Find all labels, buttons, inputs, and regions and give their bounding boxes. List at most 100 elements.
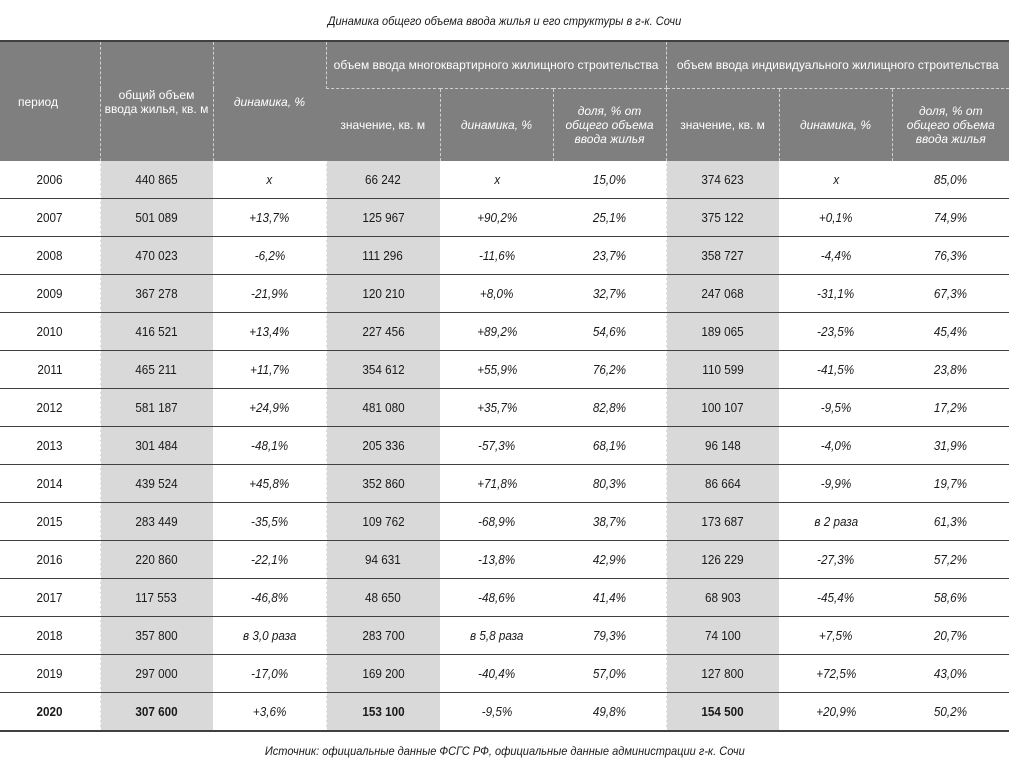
cell-dynamics: -6,2% — [213, 236, 326, 275]
cell-ind-dynamics: -41,5% — [779, 350, 893, 389]
cell-ind-share-value: 23,8% — [933, 362, 968, 377]
cell-multi-share-value: 54,6% — [592, 324, 626, 339]
cell-year-value: 2013 — [36, 438, 63, 453]
cell-total-value: 301 484 — [135, 438, 178, 453]
cell-multi-dynamics: +89,2% — [440, 312, 553, 351]
cell-ind-share: 58,6% — [892, 578, 1009, 617]
cell-total: 283 449 — [99, 502, 214, 541]
cell-ind-dynamics-value: -41,5% — [817, 362, 855, 377]
cell-ind-value-value: 86 664 — [704, 476, 741, 491]
cell-multi-dynamics: +90,2% — [440, 198, 553, 237]
cell-multi-value: 125 967 — [325, 198, 441, 237]
cell-total: 470 023 — [99, 236, 214, 275]
cell-multi-share-value: 23,7% — [592, 248, 626, 263]
cell-ind-dynamics: -31,1% — [779, 274, 893, 313]
cell-multi-value: 120 210 — [325, 274, 441, 313]
cell-multi-share: 15,0% — [553, 161, 667, 199]
cell-multi-value-value: 354 612 — [361, 362, 405, 377]
table-row: 2011 465 211 +11,7% 354 612 +55,9% 76,2% 110 5… — [0, 350, 1009, 389]
header-group-multi: объем ввода многоквартирного жилищного с… — [325, 41, 667, 89]
cell-multi-value-value: 48 650 — [365, 590, 401, 605]
cell-ind-dynamics-value: -9,5% — [820, 400, 852, 415]
cell-multi-value-value: 227 456 — [361, 324, 405, 339]
cell-ind-share: 20,7% — [892, 616, 1009, 655]
cell-ind-dynamics: +20,9% — [779, 692, 893, 732]
cell-total: 416 521 — [99, 312, 214, 351]
source-text: Источник: официальные данные ФСГС РФ, оф… — [264, 744, 745, 758]
cell-multi-value-value: 120 210 — [361, 286, 405, 301]
cell-total: 307 600 — [99, 692, 214, 732]
cell-year-value: 2006 — [36, 172, 63, 187]
cell-dynamics: +24,9% — [213, 388, 326, 427]
cell-multi-share-value: 57,0% — [592, 666, 626, 681]
cell-ind-share: 85,0% — [892, 161, 1009, 199]
cell-ind-value-value: 154 500 — [701, 704, 744, 719]
cell-ind-value-value: 173 687 — [701, 514, 744, 529]
cell-ind-dynamics: в 2 раза — [779, 502, 893, 541]
cell-multi-value-value: 153 100 — [361, 704, 405, 719]
cell-multi-value: 481 080 — [325, 388, 441, 427]
cell-total-value: 581 187 — [135, 400, 178, 415]
cell-total: 440 865 — [99, 161, 214, 199]
cell-dynamics-value: +13,4% — [249, 324, 290, 339]
cell-ind-share-value: 74,9% — [933, 210, 968, 225]
cell-multi-dynamics-value: +8,0% — [479, 286, 514, 301]
cell-multi-value: 205 336 — [325, 426, 441, 465]
cell-multi-value-value: 66 242 — [365, 172, 401, 187]
cell-ind-share-value: 43,0% — [933, 666, 968, 681]
cell-total-value: 416 521 — [135, 324, 178, 339]
cell-total: 501 089 — [99, 198, 214, 237]
cell-dynamics: +13,4% — [213, 312, 326, 351]
cell-year-value: 2015 — [36, 514, 63, 529]
cell-multi-share-value: 41,4% — [592, 590, 626, 605]
cell-dynamics: -17,0% — [213, 654, 326, 693]
cell-ind-value: 358 727 — [665, 236, 780, 275]
cell-year: 2006 — [0, 161, 100, 199]
cell-multi-dynamics-value: в 5,8 раза — [470, 628, 524, 643]
cell-multi-share: 49,8% — [553, 692, 667, 732]
cell-dynamics-value: -21,9% — [250, 286, 289, 301]
cell-ind-value-value: 189 065 — [701, 324, 744, 339]
cell-dynamics-value: +3,6% — [252, 704, 287, 719]
cell-multi-share: 68,1% — [553, 426, 667, 465]
cell-dynamics-value: -17,0% — [250, 666, 289, 681]
cell-total-value: 297 000 — [135, 666, 178, 681]
header-multi-value: значение, кв. м — [326, 88, 440, 161]
cell-ind-dynamics-value: в 2 раза — [813, 514, 858, 529]
cell-ind-value: 96 148 — [665, 426, 780, 465]
cell-total-value: 439 524 — [135, 476, 178, 491]
cell-multi-value-value: 205 336 — [361, 438, 405, 453]
table-row: 2020 307 600 +3,6% 153 100 -9,5% 49,8% 154 500… — [0, 692, 1009, 732]
cell-ind-dynamics-value: -4,0% — [820, 438, 852, 453]
cell-ind-value-value: 110 599 — [701, 362, 744, 377]
cell-total-value: 465 211 — [135, 362, 178, 377]
cell-multi-share-value: 32,7% — [592, 286, 626, 301]
cell-ind-value: 374 623 — [665, 161, 780, 199]
cell-total: 367 278 — [99, 274, 214, 313]
header-total: общий объем ввода жилья, кв. м — [99, 41, 213, 161]
cell-multi-share: 57,0% — [553, 654, 667, 693]
cell-dynamics: -48,1% — [213, 426, 326, 465]
cell-dynamics-value: -46,8% — [250, 590, 289, 605]
cell-ind-value-value: 100 107 — [701, 400, 744, 415]
cell-multi-dynamics: -9,5% — [440, 692, 553, 732]
header-dynamics: динамика, % — [212, 41, 326, 161]
cell-multi-share-value: 25,1% — [592, 210, 626, 225]
cell-ind-dynamics-value: -31,1% — [817, 286, 855, 301]
cell-year: 2009 — [0, 274, 100, 313]
cell-total: 220 860 — [99, 540, 214, 579]
cell-ind-dynamics: х — [779, 161, 893, 199]
cell-multi-dynamics-value: +35,7% — [476, 400, 517, 415]
cell-ind-share: 43,0% — [892, 654, 1009, 693]
source-note: Источник: официальные данные ФСГС РФ, оф… — [0, 744, 1009, 758]
header-ind-share: доля, % от общего объема ввода жилья — [891, 88, 1009, 161]
cell-ind-share-value: 19,7% — [933, 476, 968, 491]
cell-ind-dynamics-value: -27,3% — [817, 552, 855, 567]
cell-ind-dynamics-value: +7,5% — [819, 628, 853, 643]
cell-multi-dynamics: +55,9% — [440, 350, 553, 389]
cell-ind-value: 74 100 — [665, 616, 780, 655]
cell-dynamics: х — [213, 161, 326, 199]
cell-year-value: 2007 — [36, 210, 63, 225]
header-group-individual: объем ввода индивидуального жилищного ст… — [665, 41, 1009, 89]
cell-ind-dynamics: -27,3% — [779, 540, 893, 579]
